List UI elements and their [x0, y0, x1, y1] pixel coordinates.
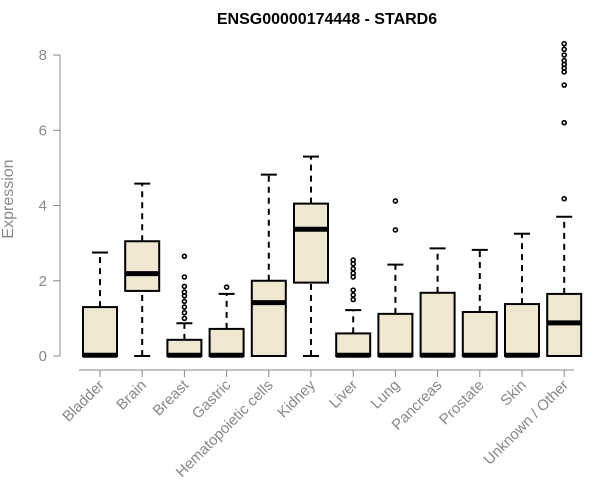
- x-tick-label: Kidney: [274, 376, 319, 421]
- outlier-point: [181, 283, 188, 290]
- iqr-box: [377, 312, 414, 357]
- x-tick-label: Skin: [497, 377, 530, 410]
- iqr-box: [82, 306, 118, 357]
- box-gastric: [208, 284, 245, 358]
- box-brain: [124, 182, 161, 357]
- outlier-point: [561, 57, 568, 64]
- y-ticks: 0 2 4 6 8: [39, 47, 60, 365]
- iqr-box: [461, 310, 498, 358]
- box-skin: [504, 232, 540, 358]
- y-axis-label: Expression: [0, 159, 17, 238]
- iqr-box: [250, 279, 287, 357]
- outlier-point: [561, 82, 568, 88]
- outlier-point: [350, 287, 357, 293]
- box-prostate: [461, 248, 498, 358]
- outlier-point: [181, 309, 188, 316]
- outlier-point: [561, 119, 568, 126]
- y-tick-label: 0: [39, 348, 47, 365]
- iqr-box: [293, 202, 329, 284]
- x-tick-label: Brain: [113, 377, 150, 414]
- box-liver: [335, 257, 372, 358]
- box-unknown-other: [546, 40, 583, 358]
- iqr-box: [419, 291, 456, 358]
- outlier-point: [181, 289, 188, 295]
- outlier-point: [561, 195, 568, 202]
- box-pancreas: [419, 247, 456, 358]
- outlier-point: [392, 198, 399, 204]
- y-tick-label: 4: [39, 198, 47, 215]
- box-bladder: [82, 251, 118, 358]
- box-lung: [377, 198, 414, 358]
- outlier-point: [181, 298, 188, 305]
- y-tick-label: 6: [39, 122, 47, 139]
- outlier-point: [181, 315, 188, 322]
- box-breast: [166, 253, 203, 358]
- outlier-point: [350, 270, 357, 277]
- y-tick-label: 8: [39, 47, 47, 64]
- outlier-point: [223, 284, 230, 290]
- box-hematopoietic-cells: [250, 173, 287, 357]
- boxes: [82, 40, 583, 358]
- y-tick-label: 2: [39, 273, 47, 290]
- outlier-point: [561, 40, 568, 47]
- outlier-point: [350, 296, 357, 303]
- outlier-point: [561, 46, 568, 53]
- outlier-point: [181, 253, 188, 260]
- outlier-point: [181, 304, 188, 310]
- chart-title: ENSG00000174448 - STARD6: [217, 11, 437, 28]
- x-tick-label: Bladder: [59, 377, 108, 426]
- iqr-box: [208, 327, 245, 358]
- x-tick-label: Liver: [326, 377, 361, 412]
- iqr-box: [504, 303, 540, 358]
- iqr-box: [335, 332, 372, 357]
- box-kidney: [293, 155, 329, 357]
- iqr-box: [124, 240, 161, 292]
- outlier-point: [561, 52, 568, 58]
- outlier-point: [350, 257, 357, 263]
- outlier-point: [350, 265, 357, 272]
- outlier-point: [181, 274, 188, 280]
- outlier-point: [392, 227, 399, 233]
- outlier-point: [350, 292, 357, 298]
- x-tick-label: Prostate: [436, 377, 488, 429]
- x-tick-label: Breast: [150, 376, 193, 419]
- x-tick-label: Lung: [368, 377, 404, 413]
